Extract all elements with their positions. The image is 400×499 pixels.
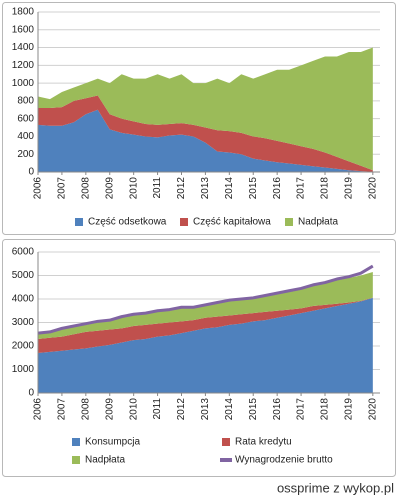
legend-label: Rata kredytu — [235, 437, 292, 448]
y-tick-label: 1000 — [12, 78, 35, 89]
legend-marker — [222, 438, 230, 446]
x-tick-label: 2011 — [152, 398, 163, 420]
y-tick-label: 3000 — [12, 317, 35, 328]
x-tick-label: 2018 — [320, 177, 331, 200]
legend-marker — [180, 218, 188, 226]
x-tick-label: 2010 — [128, 177, 139, 200]
y-tick-label: 1600 — [12, 24, 35, 35]
x-tick-label: 2011 — [152, 177, 163, 199]
x-tick-label: 2012 — [176, 398, 187, 421]
x-tick-label: 2006 — [33, 177, 44, 200]
x-tick-label: 2013 — [200, 177, 211, 200]
area — [38, 109, 373, 172]
x-tick-label: 2017 — [296, 177, 307, 200]
x-tick-label: 2019 — [344, 398, 355, 421]
area — [38, 95, 373, 172]
y-tick-label: 800 — [17, 96, 34, 107]
legend-label: Nadpłata — [85, 455, 125, 466]
x-tick-label: 2020 — [367, 177, 378, 200]
x-tick-label: 2015 — [248, 177, 259, 200]
y-tick-label: 1200 — [12, 60, 35, 71]
y-tick-label: 200 — [17, 149, 34, 160]
legend-marker — [72, 456, 80, 464]
legend-label: Część odsetkowa — [88, 217, 167, 228]
y-tick-label: 4000 — [12, 294, 35, 305]
x-tick-label: 2007 — [57, 177, 68, 200]
legend-label: Część kapitałowa — [193, 217, 271, 228]
x-tick-label: 2016 — [272, 177, 283, 200]
y-tick-label: 1400 — [12, 42, 35, 53]
legend-label: Nadpłata — [298, 217, 338, 228]
x-tick-label: 2012 — [176, 177, 187, 200]
y-tick-label: 0 — [28, 388, 34, 399]
x-tick-label: 2018 — [320, 398, 331, 421]
x-tick-label: 2015 — [248, 398, 259, 421]
x-tick-label: 2020 — [367, 398, 378, 421]
area — [38, 271, 373, 339]
line — [37, 264, 374, 335]
area — [38, 47, 373, 171]
y-tick-label: 600 — [17, 113, 34, 124]
x-tick-label: 2017 — [296, 398, 307, 421]
x-tick-label: 2019 — [344, 177, 355, 200]
y-tick-label: 1800 — [12, 7, 35, 18]
legend-marker — [75, 218, 83, 226]
x-tick-label: 2010 — [128, 398, 139, 421]
x-tick-label: 2006 — [33, 398, 44, 421]
y-tick-label: 1000 — [12, 364, 35, 375]
x-tick-label: 2013 — [200, 398, 211, 421]
x-tick-label: 2008 — [80, 398, 91, 421]
x-tick-label: 2009 — [104, 177, 115, 200]
legend-marker — [72, 438, 80, 446]
area — [38, 297, 373, 393]
x-tick-label: 2009 — [104, 398, 115, 421]
watermark: ossprime z wykop.pl — [277, 480, 394, 495]
area — [38, 297, 373, 354]
x-tick-label: 2016 — [272, 398, 283, 421]
legend-label: Konsumpcja — [85, 437, 140, 448]
x-tick-label: 2008 — [80, 177, 91, 200]
y-tick-label: 2000 — [12, 341, 35, 352]
y-tick-label: 5000 — [12, 270, 35, 281]
legend-label: Wynagrodzenie brutto — [235, 455, 333, 466]
x-tick-label: 2014 — [224, 398, 235, 421]
y-tick-label: 6000 — [12, 247, 35, 258]
y-tick-label: 0 — [28, 167, 34, 178]
x-tick-label: 2007 — [57, 398, 68, 421]
x-tick-label: 2014 — [224, 177, 235, 200]
legend-marker — [285, 218, 293, 226]
y-tick-label: 400 — [17, 131, 34, 142]
